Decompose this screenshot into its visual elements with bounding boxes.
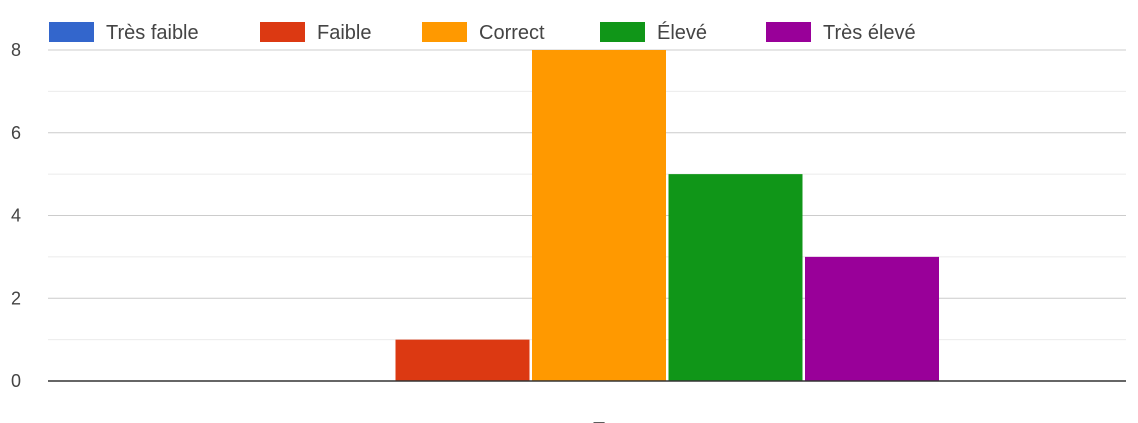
legend-item: Très faible bbox=[49, 22, 199, 44]
y-axis-tick-labels: 0 2 4 6 8 bbox=[11, 40, 21, 391]
bar-tres-eleve bbox=[805, 256, 939, 381]
legend-label: Très élevé bbox=[823, 22, 916, 44]
x-category-label: – bbox=[593, 411, 605, 423]
bar-correct bbox=[532, 50, 666, 381]
legend-swatch bbox=[766, 22, 811, 42]
legend-item: Élevé bbox=[600, 21, 707, 44]
x-axis-category-labels: – bbox=[593, 411, 605, 423]
legend: Très faible Faible Correct Élevé Très élevé bbox=[49, 21, 916, 44]
y-tick-label: 0 bbox=[11, 371, 21, 391]
legend-label: Faible bbox=[317, 22, 371, 44]
bar-faible bbox=[395, 339, 530, 381]
y-tick-label: 4 bbox=[11, 206, 21, 226]
y-tick-label: 6 bbox=[11, 123, 21, 143]
legend-swatch bbox=[422, 22, 467, 42]
legend-label: Correct bbox=[479, 22, 545, 44]
bar-eleve bbox=[668, 174, 803, 381]
legend-item: Faible bbox=[260, 22, 371, 44]
legend-item: Très élevé bbox=[766, 22, 916, 44]
legend-swatch bbox=[49, 22, 94, 42]
legend-swatch bbox=[260, 22, 305, 42]
legend-label: Très faible bbox=[106, 22, 199, 44]
legend-item: Correct bbox=[422, 22, 545, 44]
y-tick-label: 2 bbox=[11, 288, 21, 308]
bars bbox=[395, 50, 939, 381]
legend-label: Élevé bbox=[657, 21, 707, 44]
y-tick-label: 8 bbox=[11, 40, 21, 60]
legend-swatch bbox=[600, 22, 645, 42]
